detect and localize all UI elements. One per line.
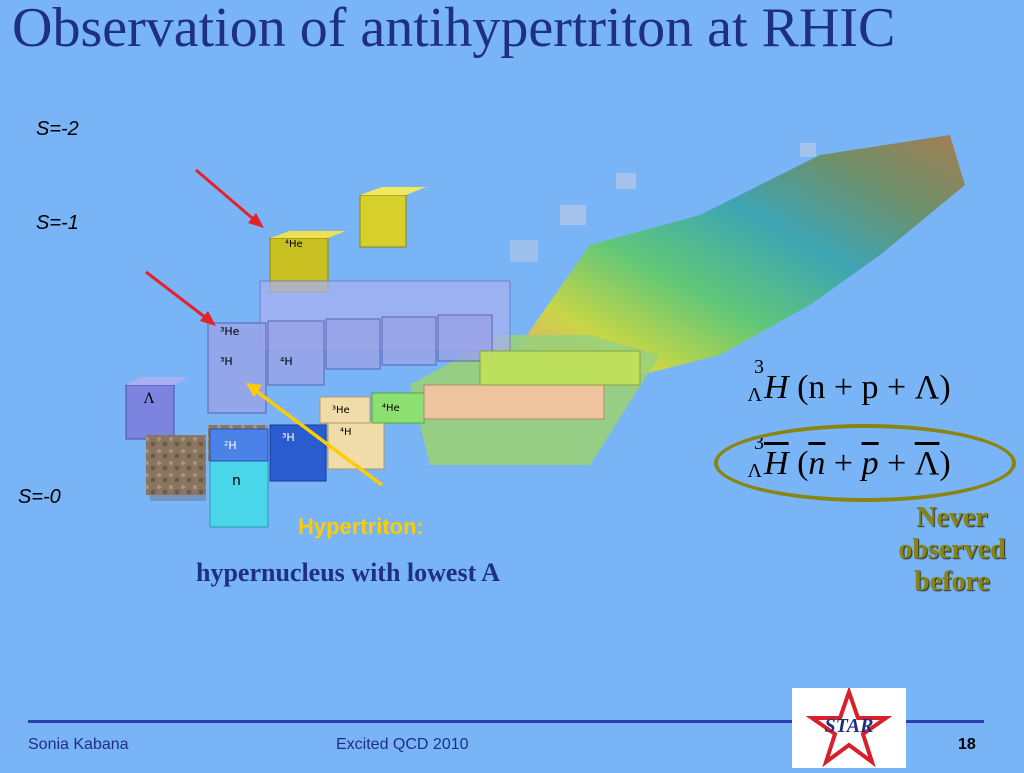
- nuclide-chart: ⁴He ³He ³H ⁴H Λ n ²H ³H ⁴H ³He ⁴He: [125, 135, 965, 528]
- block-label-h3: ³H: [282, 431, 295, 444]
- highlight-ellipse: [714, 424, 1016, 502]
- note-line-never: Never: [916, 502, 988, 533]
- li-block: [423, 384, 605, 420]
- star-logo: STAR: [792, 685, 906, 768]
- red-arrow: [145, 270, 211, 323]
- block-label-h2: ²H: [224, 439, 237, 452]
- hypertriton-title: Hypertriton:: [298, 514, 424, 539]
- h3-block: [269, 424, 327, 482]
- block-label-he3: ³He: [332, 405, 350, 416]
- formula-hypertriton: 3 Λ H (n + p + Λ): [738, 356, 951, 407]
- n-block: [209, 460, 269, 528]
- footer-rule: [28, 720, 984, 723]
- block-label-lambda: Λ: [143, 391, 155, 407]
- yellow-cube: [359, 194, 407, 248]
- block-label-n: n: [232, 473, 241, 489]
- hyper-cube: [207, 322, 267, 414]
- floating-cube: [800, 143, 816, 157]
- be-block: [479, 350, 641, 386]
- block-label-lambda-he4: ⁴He: [285, 239, 303, 250]
- lambda-block: [125, 384, 175, 440]
- note-line-before: before: [914, 566, 990, 597]
- strangeness-label-s1: S=-1: [36, 212, 79, 234]
- h2-block: [209, 428, 269, 462]
- yellow-cube-top: [360, 187, 426, 195]
- slide-title: Observation of antihypertriton at RHIC: [12, 0, 896, 59]
- page-number: 18: [958, 736, 976, 753]
- formula-content: (n + p + Λ): [797, 369, 951, 406]
- he4-block: [371, 392, 425, 424]
- red-arrow-head: [200, 311, 216, 326]
- floating-cube: [560, 205, 586, 225]
- formula-sup: 3: [754, 356, 764, 378]
- h4-block: [327, 420, 385, 470]
- strangeness-label-s0: S=-0: [18, 486, 61, 508]
- red-arrow: [195, 168, 259, 225]
- shadow-step: [150, 495, 206, 501]
- block-label-h4: ⁴H: [340, 427, 352, 438]
- yellow-cube-top: [270, 231, 346, 238]
- lambda-block-top: [126, 377, 188, 385]
- hyper-cube: [381, 316, 437, 366]
- svg-text:STAR: STAR: [825, 715, 874, 737]
- hyper-cube: [325, 318, 381, 370]
- block-label-lambda-h4: ⁴H: [280, 355, 293, 368]
- footer-event: Excited QCD 2010: [336, 736, 469, 753]
- block-label-lambda-h3: ³H: [220, 355, 233, 368]
- never-observed-note: Never observed before: [862, 502, 1024, 598]
- footer-author: Sonia Kabana: [28, 736, 129, 753]
- floating-cube: [510, 240, 538, 262]
- strangeness-label-s2: S=-2: [36, 118, 79, 140]
- hypertriton-subtitle: hypernucleus with lowest A: [196, 558, 501, 587]
- red-arrow-head: [248, 213, 264, 228]
- star-icon: STAR: [805, 685, 893, 768]
- note-line-observed: observed: [898, 534, 1006, 565]
- rock-block: [146, 435, 206, 495]
- block-label-lambda-he3: ³He: [220, 325, 240, 338]
- nuclide-landscape: [520, 135, 965, 380]
- he3-block: [319, 396, 371, 424]
- hyper-cube: [267, 320, 325, 386]
- block-label-he4: ⁴He: [382, 403, 400, 414]
- floating-cube: [616, 173, 636, 189]
- yellow-arrow-head: [246, 383, 262, 397]
- formula-symbol: H: [764, 369, 789, 406]
- formula-sub: Λ: [747, 384, 762, 406]
- yellow-arrow: [250, 386, 384, 487]
